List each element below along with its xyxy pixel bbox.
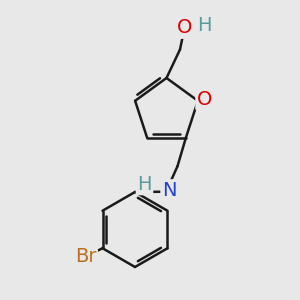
- Text: Br: Br: [75, 247, 96, 266]
- Text: H: H: [137, 175, 152, 194]
- Text: H: H: [197, 16, 211, 35]
- Text: O: O: [177, 18, 192, 38]
- Text: O: O: [197, 90, 212, 109]
- Text: N: N: [162, 181, 176, 200]
